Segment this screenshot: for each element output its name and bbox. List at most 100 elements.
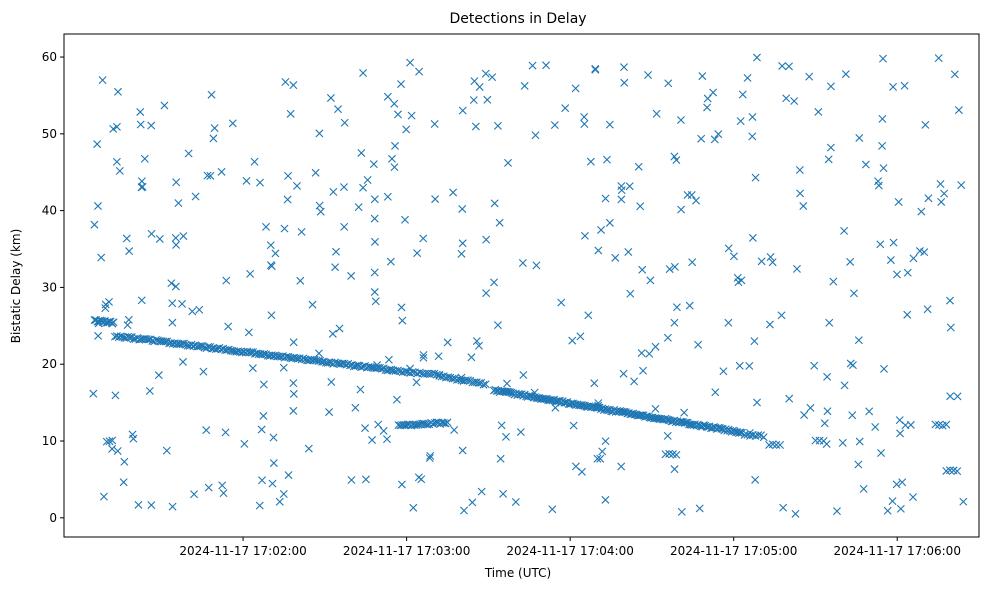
clutter-point [753,398,761,407]
clutter-point [315,201,324,210]
clutter-point [122,234,131,243]
clutter-point [209,134,218,143]
clutter-point [617,462,626,471]
clutter-point [398,316,407,325]
clutter-point [688,258,697,267]
clutter-point [97,253,106,262]
clutter-point [796,189,805,198]
clutter-point [419,234,428,243]
clutter-point [888,497,897,506]
clutter-point [119,478,128,487]
clutter-point [268,479,277,488]
clutter-point [785,394,794,403]
track-point [504,387,513,396]
clutter-point [748,132,757,141]
clutter-point [105,297,114,306]
clutter-point [676,116,685,125]
clutter-point [203,171,212,180]
clutter-point [340,118,349,127]
clutter-point [430,119,439,128]
clutter-point [431,195,440,204]
clutter-point [601,495,610,504]
clutter-point [269,433,278,442]
clutter-point [412,378,421,387]
clutter-point [785,62,793,71]
clutter-point [171,282,180,291]
clutter-point [390,163,399,172]
clutter-point [419,353,428,362]
clutter-point [542,61,551,70]
track-point [103,318,112,327]
clutter-point [593,454,602,463]
clutter-point [190,490,199,499]
clutter-point [548,505,557,514]
clutter-point [206,171,215,180]
clutter-point [520,81,529,90]
clutter-point [331,263,340,272]
clutter-point [108,444,117,453]
track-point [945,466,954,475]
clutter-point [903,310,912,319]
track-point [448,374,457,383]
clutter-point [368,436,377,445]
clutter-point [475,82,484,91]
clutter-point [493,121,502,130]
clutter-point [482,289,491,298]
clutter-point [892,270,901,279]
track-point [552,397,561,406]
clutter-point [450,425,459,434]
clutter-point [275,497,284,506]
clutter-point [625,182,634,191]
clutter-point [160,101,169,110]
clutter-point [391,141,400,150]
clutter-point [406,58,415,67]
clutter-point [677,507,686,516]
clutter-point [499,489,508,498]
clutter-point [339,183,348,192]
clutter-point [387,154,396,163]
clutter-point [406,364,415,373]
clutter-point [475,341,483,350]
clutter-point [889,82,898,91]
track-point [464,376,472,385]
clutter-point [880,364,888,373]
clutter-point [228,119,237,128]
clutter-point [467,353,476,362]
clutter-point [663,431,672,440]
clutter-point [369,160,378,169]
y-axis-label: Bistatic Delay (km) [9,229,23,344]
track-point [142,335,151,344]
clutter-point [259,380,268,389]
clutter-point [724,244,733,253]
clutter-point [920,248,929,257]
clutter-point [383,435,391,444]
clutter-point [218,481,227,490]
clutter-point [325,408,334,417]
clutter-point [415,67,424,76]
clutter-point [246,269,255,278]
clutter-point [954,106,963,115]
clutter-point [900,81,909,90]
clutter-point [768,258,777,267]
clutter-point [665,265,674,274]
clutter-point [379,426,388,435]
clutter-point [946,323,955,332]
clutter-point [89,389,98,398]
clutter-point [219,489,228,498]
clutter-point [390,99,399,108]
clutter-point [714,130,723,139]
clutter-point [191,192,200,201]
clutter-point [750,337,759,346]
clutter-point [757,257,766,266]
clutter-point [154,371,163,380]
clutter-point [224,322,233,331]
clutter-point [889,238,898,247]
clutter-point [426,451,435,460]
track-point [754,431,763,440]
track-point [560,398,569,407]
clutter-point [617,195,626,204]
chart-title: Detections in Delay [449,11,586,27]
clutter-point [936,180,945,188]
clutter-point [597,225,606,234]
clutter-point [99,492,108,501]
